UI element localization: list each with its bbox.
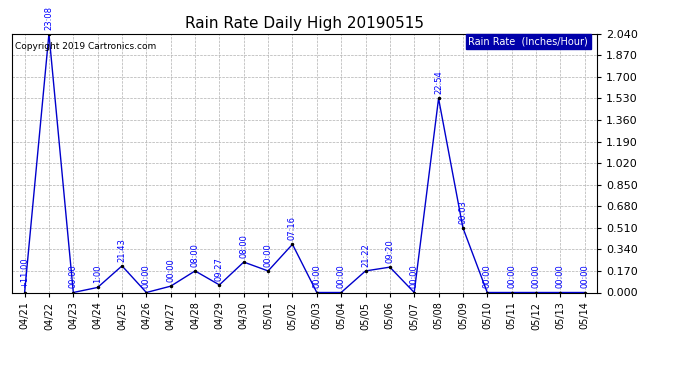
- Text: 00:00: 00:00: [313, 265, 322, 288]
- Text: 00:03: 00:03: [458, 200, 467, 223]
- Text: 00:00: 00:00: [483, 265, 492, 288]
- Text: 00:00: 00:00: [507, 265, 516, 288]
- Title: Rain Rate Daily High 20190515: Rain Rate Daily High 20190515: [185, 16, 424, 31]
- Text: 00:00: 00:00: [410, 265, 419, 288]
- Text: 21:22: 21:22: [361, 243, 370, 267]
- Text: 00:00: 00:00: [264, 243, 273, 267]
- Text: 09:20: 09:20: [385, 239, 395, 263]
- Text: Rain Rate  (Inches/Hour): Rain Rate (Inches/Hour): [469, 36, 588, 46]
- Text: 00:00: 00:00: [580, 265, 589, 288]
- Text: 21:43: 21:43: [117, 238, 126, 262]
- Text: 00:00: 00:00: [531, 265, 540, 288]
- Text: 23:08: 23:08: [44, 6, 53, 30]
- Text: 00:00: 00:00: [556, 265, 565, 288]
- Text: Copyright 2019 Cartronics.com: Copyright 2019 Cartronics.com: [15, 42, 157, 51]
- Text: 00:00: 00:00: [166, 258, 175, 282]
- Text: 22:54: 22:54: [434, 70, 443, 94]
- Text: 1:00: 1:00: [93, 265, 102, 283]
- Text: 08:00: 08:00: [239, 234, 248, 258]
- Text: 08:00: 08:00: [190, 243, 199, 267]
- Text: 09:27: 09:27: [215, 257, 224, 281]
- Text: 07:16: 07:16: [288, 216, 297, 240]
- Text: 00:00: 00:00: [337, 265, 346, 288]
- Text: 00:00: 00:00: [69, 265, 78, 288]
- Text: +11:00: +11:00: [20, 258, 29, 288]
- Text: 00:00: 00:00: [142, 265, 151, 288]
